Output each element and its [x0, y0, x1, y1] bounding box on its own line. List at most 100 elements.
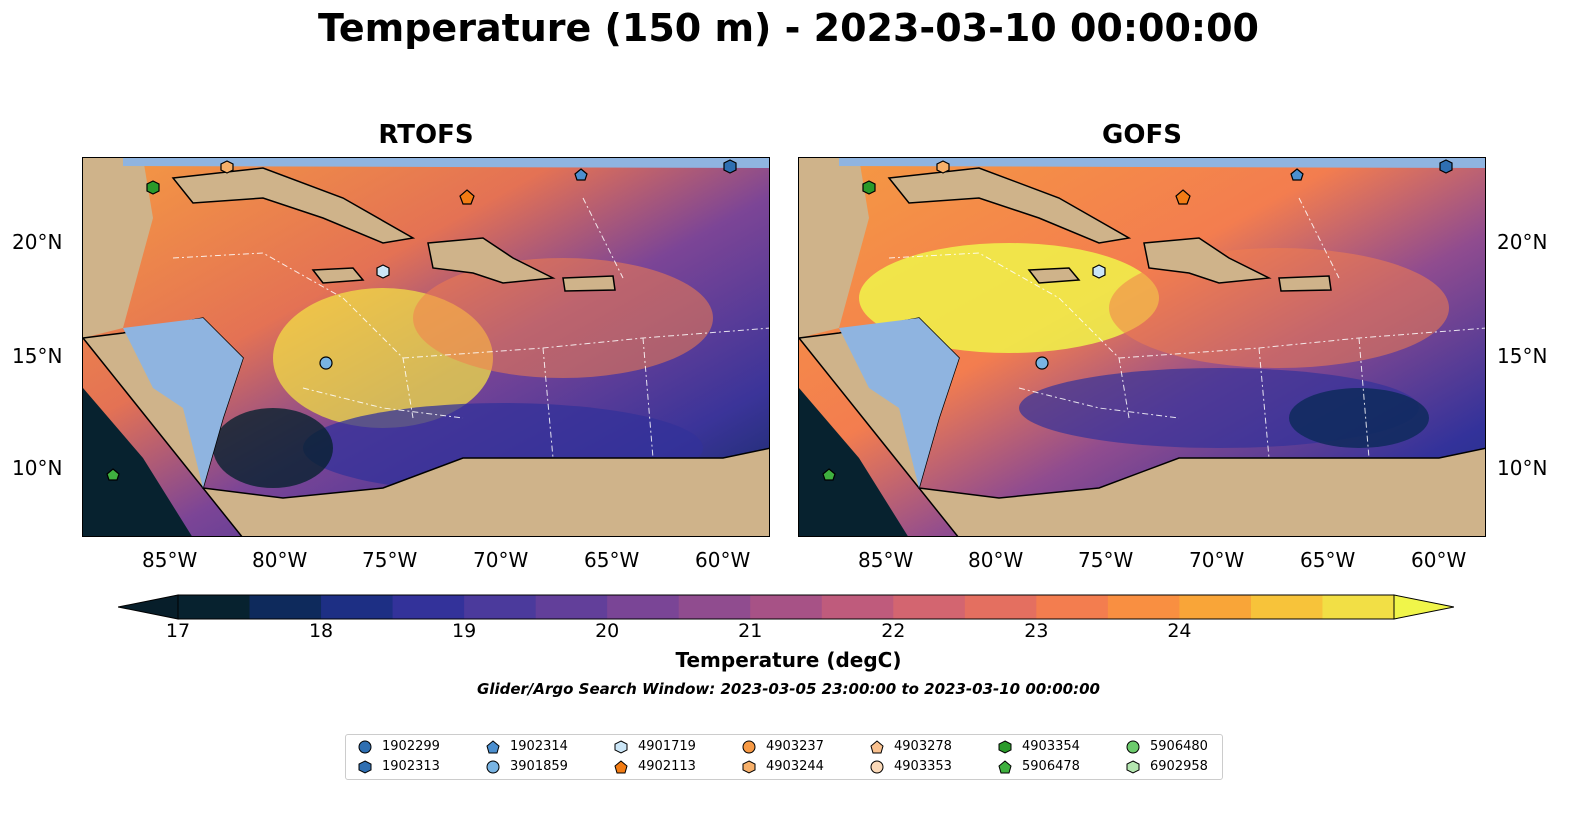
lon-tick-label: 60°W — [695, 548, 751, 572]
map-panel-rtofs — [82, 157, 770, 537]
legend-item-3901859: 3901859 — [486, 759, 568, 774]
legend-item-5906480: 5906480 — [1126, 739, 1208, 754]
atlantic-shelf — [123, 158, 769, 168]
colorbar-tick-label: 18 — [308, 620, 334, 642]
colorbar-segment — [178, 595, 251, 619]
eez-boundaries — [172, 197, 769, 459]
float-1902313-marker — [1439, 159, 1453, 174]
panel-title-rtofs: RTOFS — [378, 120, 474, 150]
legend-item-label: 4901719 — [638, 739, 696, 754]
legend-item-4903237: 4903237 — [742, 739, 824, 754]
land-puerto-rico — [1278, 275, 1332, 292]
colorbar-segment — [821, 595, 894, 619]
lon-tick-label: 80°W — [252, 548, 308, 572]
colorbar-segment — [1036, 595, 1109, 619]
land-yucatan — [83, 158, 153, 338]
lat-tick-label: 15°N — [12, 344, 63, 368]
circle-marker-icon — [742, 740, 756, 753]
colorbar-frame — [177, 594, 1395, 620]
colorbar-tick-label: 17 — [165, 620, 191, 642]
colorbar-segment — [607, 595, 680, 619]
float-markers-gofs — [822, 159, 1453, 481]
land-cuba — [887, 167, 1132, 244]
colorbar-svg — [117, 594, 1455, 620]
float-1902313-marker — [723, 159, 737, 174]
hexagon-marker-icon — [614, 739, 628, 754]
float-4903354-marker — [146, 180, 160, 195]
lat-tick-label: 15°N — [1497, 344, 1548, 368]
colorbar-segment — [1250, 595, 1323, 619]
lon-tick-label: 85°W — [142, 548, 198, 572]
float-4901719-marker — [1092, 264, 1106, 279]
legend-item-4903353: 4903353 — [870, 759, 952, 774]
colorbar-segment — [1322, 595, 1395, 619]
colorbar-extend-low — [117, 594, 179, 620]
colorbar-segment — [964, 595, 1037, 619]
map-panel-gofs — [798, 157, 1486, 537]
pentagon-marker-icon — [870, 739, 884, 753]
cold-pool — [1289, 388, 1429, 448]
lon-tick-label: 75°W — [1078, 548, 1134, 572]
lat-tick-label: 10°N — [1497, 456, 1548, 480]
warm-eddy — [859, 243, 1159, 353]
float-4903354-marker — [862, 180, 876, 195]
float-4903244-marker — [936, 160, 950, 174]
circle-marker-icon — [486, 760, 500, 773]
colorbar-segment — [1107, 595, 1180, 619]
pentagon-marker-icon — [614, 759, 628, 773]
map-gofs-svg — [799, 158, 1485, 536]
panel-title-gofs: GOFS — [1102, 120, 1182, 150]
circle-marker-icon — [870, 760, 884, 773]
legend-item-label: 6902958 — [1150, 759, 1208, 774]
colorbar-segment — [321, 595, 394, 619]
legend-item-6902958: 6902958 — [1126, 759, 1208, 774]
land-hispaniola — [1143, 237, 1272, 284]
colorbar — [117, 594, 1455, 620]
colorbar-tick-label: 22 — [881, 620, 906, 642]
lat-tick-label: 20°N — [1497, 230, 1548, 254]
float-1902314-marker — [574, 168, 588, 181]
colorbar-segment — [893, 595, 966, 619]
circle-marker-icon — [358, 740, 372, 753]
search-window-text: Glider/Argo Search Window: 2023-03-05 23… — [477, 680, 1100, 698]
colorbar-segment — [464, 595, 537, 619]
float-4902113-marker — [459, 189, 475, 205]
float-3901859-marker — [319, 356, 333, 370]
colorbar-segment — [678, 595, 751, 619]
colorbar-extend-high — [1393, 594, 1455, 620]
legend-item-4903278: 4903278 — [870, 739, 952, 754]
legend-item-label: 5906480 — [1150, 739, 1208, 754]
shelf-honduras — [839, 318, 959, 488]
legend-item-1902313: 1902313 — [358, 759, 440, 774]
shelf-honduras — [123, 318, 243, 488]
hexagon-marker-icon — [358, 759, 372, 774]
circle-marker-icon — [1126, 740, 1140, 753]
map-rtofs-svg — [83, 158, 769, 536]
lon-tick-label: 65°W — [1300, 548, 1356, 572]
float-5906478-marker — [106, 468, 120, 481]
pentagon-marker-icon — [998, 759, 1012, 773]
land-puerto-rico — [562, 275, 616, 292]
figure-title: Temperature (150 m) - 2023-03-10 00:00:0… — [317, 6, 1259, 50]
lon-tick-label: 80°W — [968, 548, 1024, 572]
warm-region — [413, 258, 713, 378]
lat-tick-label: 20°N — [12, 230, 63, 254]
legend-item-4903244: 4903244 — [742, 759, 824, 774]
legend-item-label: 4903354 — [1022, 739, 1080, 754]
lat-tick-label: 10°N — [12, 456, 63, 480]
legend-item-4902113: 4902113 — [614, 759, 696, 774]
legend-item-4901719: 4901719 — [614, 739, 696, 754]
legend-item-label: 4903237 — [766, 739, 824, 754]
pentagon-marker-icon — [486, 739, 500, 753]
legend-item-label: 4903353 — [894, 759, 952, 774]
lon-tick-label: 60°W — [1411, 548, 1467, 572]
colorbar-label: Temperature (degC) — [675, 648, 902, 672]
colorbar-tick-label: 23 — [1024, 620, 1049, 642]
legend-item-1902314: 1902314 — [486, 739, 568, 754]
lon-tick-label: 65°W — [584, 548, 640, 572]
land-jamaica — [311, 267, 365, 284]
land-yucatan — [799, 158, 869, 338]
float-4902113-marker — [1175, 189, 1191, 205]
legend-item-5906478: 5906478 — [998, 759, 1080, 774]
land-cuba — [171, 167, 416, 244]
